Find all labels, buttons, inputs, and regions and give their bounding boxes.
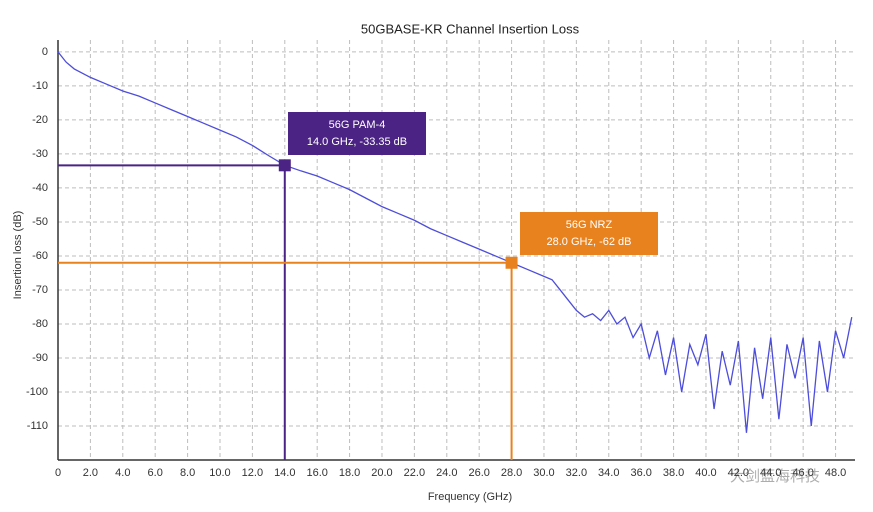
x-tick-label: 2.0 (83, 467, 98, 479)
x-tick-label: 24.0 (436, 467, 457, 479)
x-tick-label: 22.0 (404, 467, 425, 479)
y-tick-label: -40 (32, 182, 48, 194)
x-tick-label: 16.0 (306, 467, 327, 479)
annotation-label: 14.0 GHz, -33.35 dB (307, 136, 407, 148)
y-tick-label: -20 (32, 114, 48, 126)
x-tick-label: 18.0 (339, 467, 360, 479)
x-tick-label: 44.0 (760, 467, 781, 479)
x-tick-label: 40.0 (695, 467, 716, 479)
annotation-box (520, 212, 658, 255)
y-tick-label: -10 (32, 80, 48, 92)
y-tick-label: -100 (26, 386, 48, 398)
x-tick-label: 8.0 (180, 467, 195, 479)
x-tick-label: 32.0 (566, 467, 587, 479)
y-tick-label: -90 (32, 352, 48, 364)
x-tick-label: 42.0 (728, 467, 749, 479)
chart-title: 50GBASE-KR Channel Insertion Loss (361, 21, 580, 36)
y-axis-label: Insertion loss (dB) (12, 211, 24, 300)
y-tick-label: -110 (27, 420, 48, 432)
x-tick-label: 12.0 (242, 467, 263, 479)
y-tick-label: -80 (32, 318, 48, 330)
y-tick-label: -60 (32, 250, 48, 262)
x-tick-label: 20.0 (371, 467, 392, 479)
x-tick-label: 36.0 (630, 467, 651, 479)
y-tick-label: 0 (42, 46, 48, 58)
x-tick-label: 6.0 (148, 467, 163, 479)
x-tick-label: 0 (55, 467, 61, 479)
x-tick-label: 34.0 (598, 467, 619, 479)
x-tick-label: 48.0 (825, 467, 846, 479)
y-tick-label: -50 (32, 216, 48, 228)
watermark: 大剑蓝海科技 (730, 468, 820, 485)
x-axis-label: Frequency (GHz) (428, 491, 512, 503)
y-tick-label: -30 (32, 148, 48, 160)
x-tick-label: 4.0 (115, 467, 130, 479)
series-line (57, 51, 853, 433)
y-tick-label: -70 (32, 284, 48, 296)
annotation-box (288, 112, 426, 155)
x-tick-label: 28.0 (501, 467, 522, 479)
x-tick-label: 38.0 (663, 467, 684, 479)
marker (278, 159, 291, 172)
marker (505, 256, 518, 269)
annotation-label: 28.0 GHz, -62 dB (547, 236, 632, 248)
x-tick-label: 14.0 (274, 467, 295, 479)
x-tick-label: 10.0 (209, 467, 230, 479)
x-tick-label: 30.0 (533, 467, 554, 479)
x-tick-label: 46.0 (792, 467, 813, 479)
x-tick-label: 26.0 (468, 467, 489, 479)
annotation-title: 56G NRZ (566, 219, 613, 231)
annotation-title: 56G PAM-4 (329, 119, 386, 131)
